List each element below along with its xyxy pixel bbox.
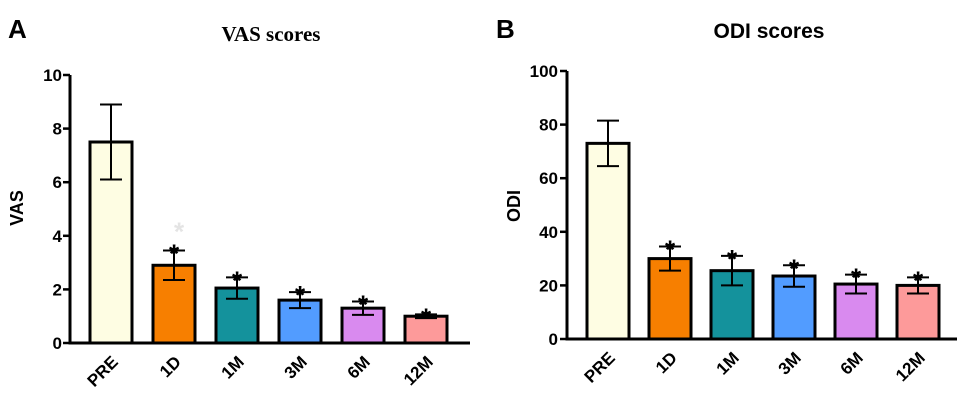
- vas-significance-star: *: [421, 302, 432, 332]
- vas-y-tick-label: 0: [53, 334, 62, 353]
- odi-significance-star: *: [665, 235, 676, 265]
- odi-y-axis-label: ODI: [504, 190, 524, 222]
- odi-bar-12m: [895, 283, 941, 341]
- vas-y-tick-label: 2: [53, 280, 62, 299]
- panel-letter-a: A: [8, 14, 27, 44]
- odi-y-tick-label: 20: [539, 276, 558, 295]
- vas-category-label: 6M: [344, 352, 374, 382]
- odi-category-label: 12M: [892, 348, 929, 385]
- vas-chart-title: VAS scores: [222, 22, 321, 46]
- odi-significance-star: *: [851, 263, 862, 293]
- odi-category-label: 3M: [775, 348, 805, 378]
- odi-category-label: PRE: [581, 348, 619, 386]
- odi-significance-star: *: [789, 253, 800, 283]
- odi-y-tick-label: 40: [539, 223, 558, 242]
- odi-bar-1d: [647, 257, 693, 341]
- vas-bar-12m: [403, 314, 449, 345]
- vas-y-axis-label: VAS: [7, 190, 27, 226]
- vas-y-tick-label: 8: [53, 120, 62, 139]
- odi-category-label: 1D: [652, 348, 681, 377]
- odi-chart-panel: B ODI scores ODI 0 20 40 60 80 100 PRE * 1D * 1M * 3…: [496, 14, 957, 387]
- vas-y-tick-label: 4: [53, 227, 63, 246]
- odi-category-label: 1M: [713, 348, 743, 378]
- odi-significance-star: *: [727, 244, 738, 274]
- vas-significance-star: *: [358, 289, 369, 319]
- odi-significance-star: *: [913, 265, 924, 295]
- vas-faint-star: *: [174, 217, 185, 247]
- odi-y-tick-label: 100: [530, 62, 558, 81]
- vas-significance-star: *: [295, 280, 306, 310]
- vas-y-tick-label: 6: [53, 173, 62, 192]
- odi-category-label: 6M: [837, 348, 867, 378]
- odi-chart-title: ODI scores: [714, 20, 825, 43]
- panel-letter-b: B: [496, 14, 515, 44]
- vas-category-label: 1D: [156, 352, 185, 381]
- vas-category-label: 12M: [400, 352, 437, 389]
- odi-y-tick-label: 60: [539, 169, 558, 188]
- vas-significance-star: *: [232, 265, 243, 295]
- vas-significance-star: *: [169, 239, 180, 269]
- vas-category-label: 3M: [281, 352, 311, 382]
- vas-y-tick-label: 10: [43, 66, 62, 85]
- vas-chart-panel: A VAS scores VAS 0 2 4 6 8 10 PRE * 1D * 1M * 3M * 6M *…: [7, 14, 470, 391]
- odi-bar-pre: [585, 141, 631, 341]
- odi-y-tick-label: 0: [549, 330, 558, 349]
- vas-category-label: 1M: [218, 352, 248, 382]
- odi-y-tick-label: 80: [539, 116, 558, 135]
- vas-category-label: PRE: [84, 352, 122, 390]
